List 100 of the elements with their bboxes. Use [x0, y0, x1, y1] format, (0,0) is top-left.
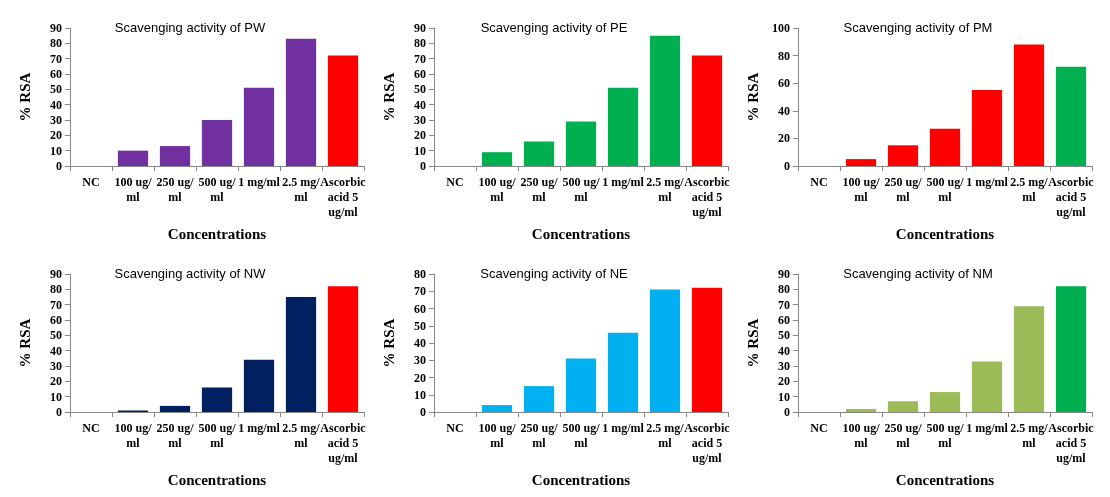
x-tick-label: 250 ug/ml — [156, 174, 195, 204]
y-tick-label: 50 — [414, 318, 426, 333]
bar — [971, 90, 1003, 166]
y-tick-label: 50 — [778, 328, 790, 343]
y-tick-label: 90 — [50, 267, 62, 281]
y-tick-label: 40 — [50, 343, 62, 358]
y-tick-label: 60 — [414, 301, 426, 316]
y-axis-title: % RSA — [744, 72, 761, 122]
bar — [887, 145, 919, 166]
y-tick-label: 80 — [50, 282, 62, 297]
x-axis-title: Concentrations — [895, 471, 995, 488]
y-tick-label: 20 — [778, 131, 790, 146]
y-tick-label: 10 — [414, 387, 426, 402]
y-tick-label: 50 — [50, 328, 62, 343]
x-tick-label: 500 ug/ml — [198, 174, 237, 204]
bar — [201, 387, 233, 412]
x-tick-label: Ascorbic acid 5 ug/ml — [320, 420, 367, 465]
bar — [285, 38, 317, 166]
x-tick-label: 100 ug/ml — [478, 420, 517, 450]
y-tick-label: 20 — [50, 374, 62, 389]
chart-title: Scavenging activity of NM — [843, 266, 993, 281]
x-tick-label: Ascorbic acid 5 ug/ml — [684, 420, 731, 465]
y-tick-label: 40 — [414, 336, 426, 350]
x-tick-label: Ascorbic acid 5 ug/ml — [320, 174, 367, 219]
y-tick-label: 30 — [414, 113, 426, 127]
y-tick-label: 40 — [778, 103, 790, 118]
y-tick-label: 90 — [414, 21, 426, 35]
x-tick-label: Ascorbic acid 5 ug/ml — [684, 174, 731, 219]
y-tick-label: 40 — [778, 343, 790, 358]
bar — [481, 152, 513, 166]
x-tick-label: 1 mg/ml — [602, 174, 645, 189]
y-tick-label: 70 — [50, 297, 62, 312]
x-tick-label: NC — [810, 420, 828, 435]
bar — [523, 386, 555, 412]
bar — [565, 358, 597, 412]
y-tick-label: 10 — [50, 143, 62, 158]
bar — [1013, 306, 1045, 412]
x-tick-label: NC — [82, 174, 100, 189]
y-tick-label: 60 — [778, 313, 790, 327]
y-tick-label: 80 — [778, 282, 790, 297]
chart-title: Scavenging activity of NE — [480, 266, 629, 281]
y-tick-label: 50 — [414, 82, 426, 97]
bar — [691, 287, 723, 412]
x-tick-label: NC — [446, 174, 464, 189]
y-tick-label: 10 — [778, 389, 790, 404]
y-tick-label: 90 — [50, 21, 62, 35]
y-tick-label: 70 — [778, 297, 790, 312]
x-axis-title: Concentrations — [167, 471, 267, 488]
x-tick-label: 500 ug/ml — [198, 420, 237, 450]
y-axis-title: % RSA — [16, 72, 33, 122]
bar — [481, 405, 513, 412]
bar — [1055, 286, 1087, 412]
y-tick-label: 70 — [50, 51, 62, 66]
x-tick-label: 1 mg/ml — [238, 420, 281, 435]
bar — [117, 150, 149, 166]
y-tick-label: 0 — [784, 405, 790, 419]
y-tick-label: 10 — [414, 143, 426, 158]
x-tick-label: 2.5 mg/ml — [282, 174, 321, 204]
y-tick-label: 100 — [772, 21, 790, 35]
chart-title: Scavenging activity of NW — [114, 266, 267, 281]
y-axis-title: % RSA — [380, 72, 397, 122]
y-tick-label: 60 — [778, 76, 790, 91]
y-tick-label: 0 — [56, 159, 62, 173]
y-tick-label: 80 — [414, 36, 426, 51]
bar — [565, 121, 597, 166]
x-tick-label: 2.5 mg/ml — [282, 420, 321, 450]
bar — [327, 55, 359, 166]
chart-title: Scavenging activity of PM — [843, 20, 993, 35]
x-tick-label: 250 ug/ml — [156, 420, 195, 450]
bar — [1055, 66, 1087, 166]
bar — [607, 332, 639, 412]
bar — [285, 297, 317, 412]
x-tick-label: NC — [446, 420, 464, 435]
y-tick-label: 30 — [50, 113, 62, 127]
x-tick-label: 2.5 mg/ml — [1010, 174, 1049, 204]
bar — [887, 401, 919, 412]
x-tick-label: Ascorbic acid 5 ug/ml — [1048, 420, 1095, 465]
bar — [971, 361, 1003, 412]
x-tick-label: 1 mg/ml — [966, 174, 1009, 189]
bar — [243, 87, 275, 166]
x-tick-label: 100 ug/ml — [478, 174, 517, 204]
bar — [929, 128, 961, 166]
bar — [649, 289, 681, 412]
x-axis-title: Concentrations — [895, 225, 995, 242]
x-tick-label: 250 ug/ml — [884, 174, 923, 204]
x-tick-label: 500 ug/ml — [926, 174, 965, 204]
x-axis-title: Concentrations — [531, 471, 631, 488]
bar — [607, 87, 639, 166]
bar — [1013, 44, 1045, 166]
x-tick-label: 250 ug/ml — [884, 420, 923, 450]
x-tick-label: 100 ug/ml — [842, 420, 881, 450]
bar — [929, 392, 961, 412]
y-tick-label: 40 — [414, 97, 426, 112]
y-tick-label: 60 — [50, 313, 62, 327]
bar — [845, 408, 877, 412]
x-tick-label: 2.5 mg/ml — [646, 420, 685, 450]
x-axis-title: Concentrations — [167, 225, 267, 242]
y-tick-label: 80 — [778, 48, 790, 63]
x-tick-label: 1 mg/ml — [966, 420, 1009, 435]
x-tick-label: 250 ug/ml — [520, 174, 559, 204]
